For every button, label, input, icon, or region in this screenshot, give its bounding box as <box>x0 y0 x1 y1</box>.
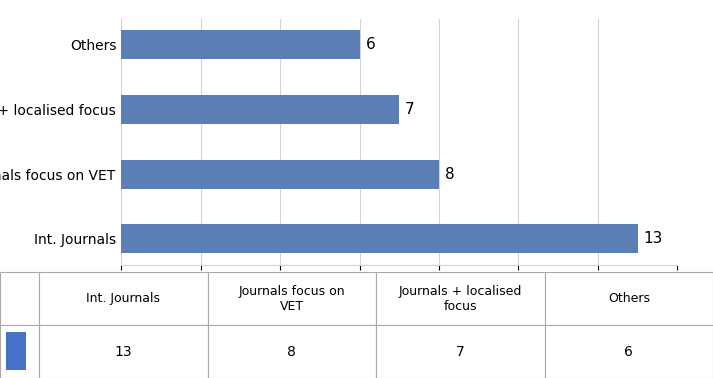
Bar <box>121 160 439 189</box>
Text: 13: 13 <box>644 231 663 246</box>
Bar <box>121 30 359 59</box>
Bar <box>121 95 399 124</box>
Bar <box>121 224 637 253</box>
Text: 8: 8 <box>445 167 455 181</box>
Text: 6: 6 <box>366 37 375 52</box>
Bar <box>6 333 26 370</box>
Text: 7: 7 <box>405 102 415 117</box>
